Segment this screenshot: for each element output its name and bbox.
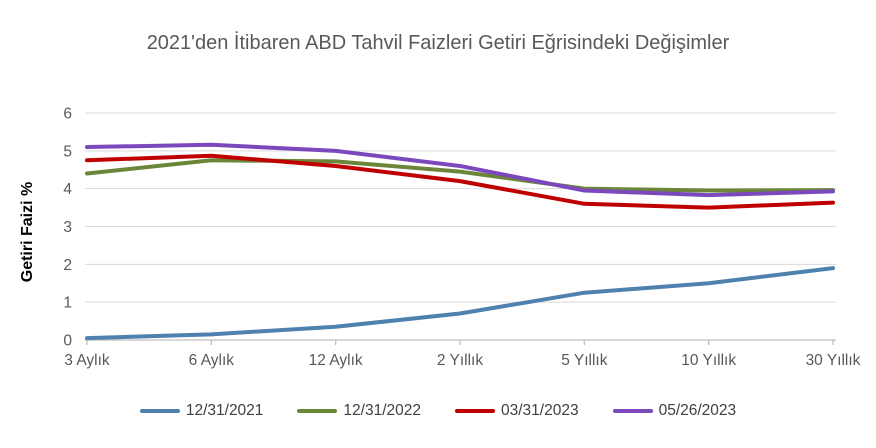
legend-label: 12/31/2021: [185, 402, 264, 419]
legend-swatch-icon: [455, 409, 495, 413]
y-tick-label: 5: [63, 143, 72, 160]
y-tick-label: 0: [63, 333, 72, 350]
x-tick-label: 12 Aylık: [309, 352, 363, 369]
legend-item-12-31-2022: 12/31/2022: [297, 402, 421, 420]
legend-label: 03/31/2023: [501, 402, 579, 419]
y-tick-label: 4: [63, 181, 72, 198]
series-line-12-31-2022: [85, 158, 835, 193]
legend-item-12-31-2021: 12/31/2021: [139, 402, 264, 420]
y-tick-label: 6: [63, 106, 72, 123]
legend-swatch-icon: [139, 409, 180, 413]
x-tick-label: 6 Aylık: [189, 352, 235, 369]
legend-label: 05/26/2023: [658, 402, 737, 419]
x-tick-label: 3 Aylık: [64, 352, 110, 369]
legend-swatch-icon: [612, 409, 653, 413]
x-tick-label: 2 Yıllık: [437, 352, 483, 369]
series-line-05-26-2023: [85, 142, 835, 198]
x-tick-labels: 3 Aylık 6 Aylık 12 Aylık 2 Yıllık 5 Yıllık 10…: [64, 352, 860, 369]
chart-title: 2021'den İtibaren ABD Tahvil Faizleri Ge…: [146, 32, 730, 54]
legend: 12/31/2021 12/31/2022 03/31/2023 05/26/2023: [0, 402, 876, 420]
series-line-12-31-2021: [85, 266, 835, 341]
x-axis: [85, 339, 836, 345]
series-lines: [85, 142, 835, 341]
y-tick-label: 3: [63, 219, 72, 236]
legend-label: 12/31/2022: [343, 402, 421, 419]
x-tick-label: 5 Yıllık: [561, 352, 607, 369]
legend-swatch-icon: [297, 409, 338, 413]
legend-item-05-26-2023: 05/26/2023: [612, 402, 737, 420]
y-axis-title: Getiri Faizi %: [19, 182, 36, 282]
y-tick-label: 2: [63, 257, 72, 274]
y-tick-labels: 0 1 2 3 4 5 6: [63, 106, 72, 350]
x-tick-label: 10 Yıllık: [681, 352, 736, 369]
legend-item-03-31-2023: 03/31/2023: [455, 402, 579, 420]
series-line-03-31-2023: [85, 153, 835, 210]
x-tick-label: 30 Yıllık: [806, 352, 861, 369]
y-tick-label: 1: [63, 295, 72, 312]
